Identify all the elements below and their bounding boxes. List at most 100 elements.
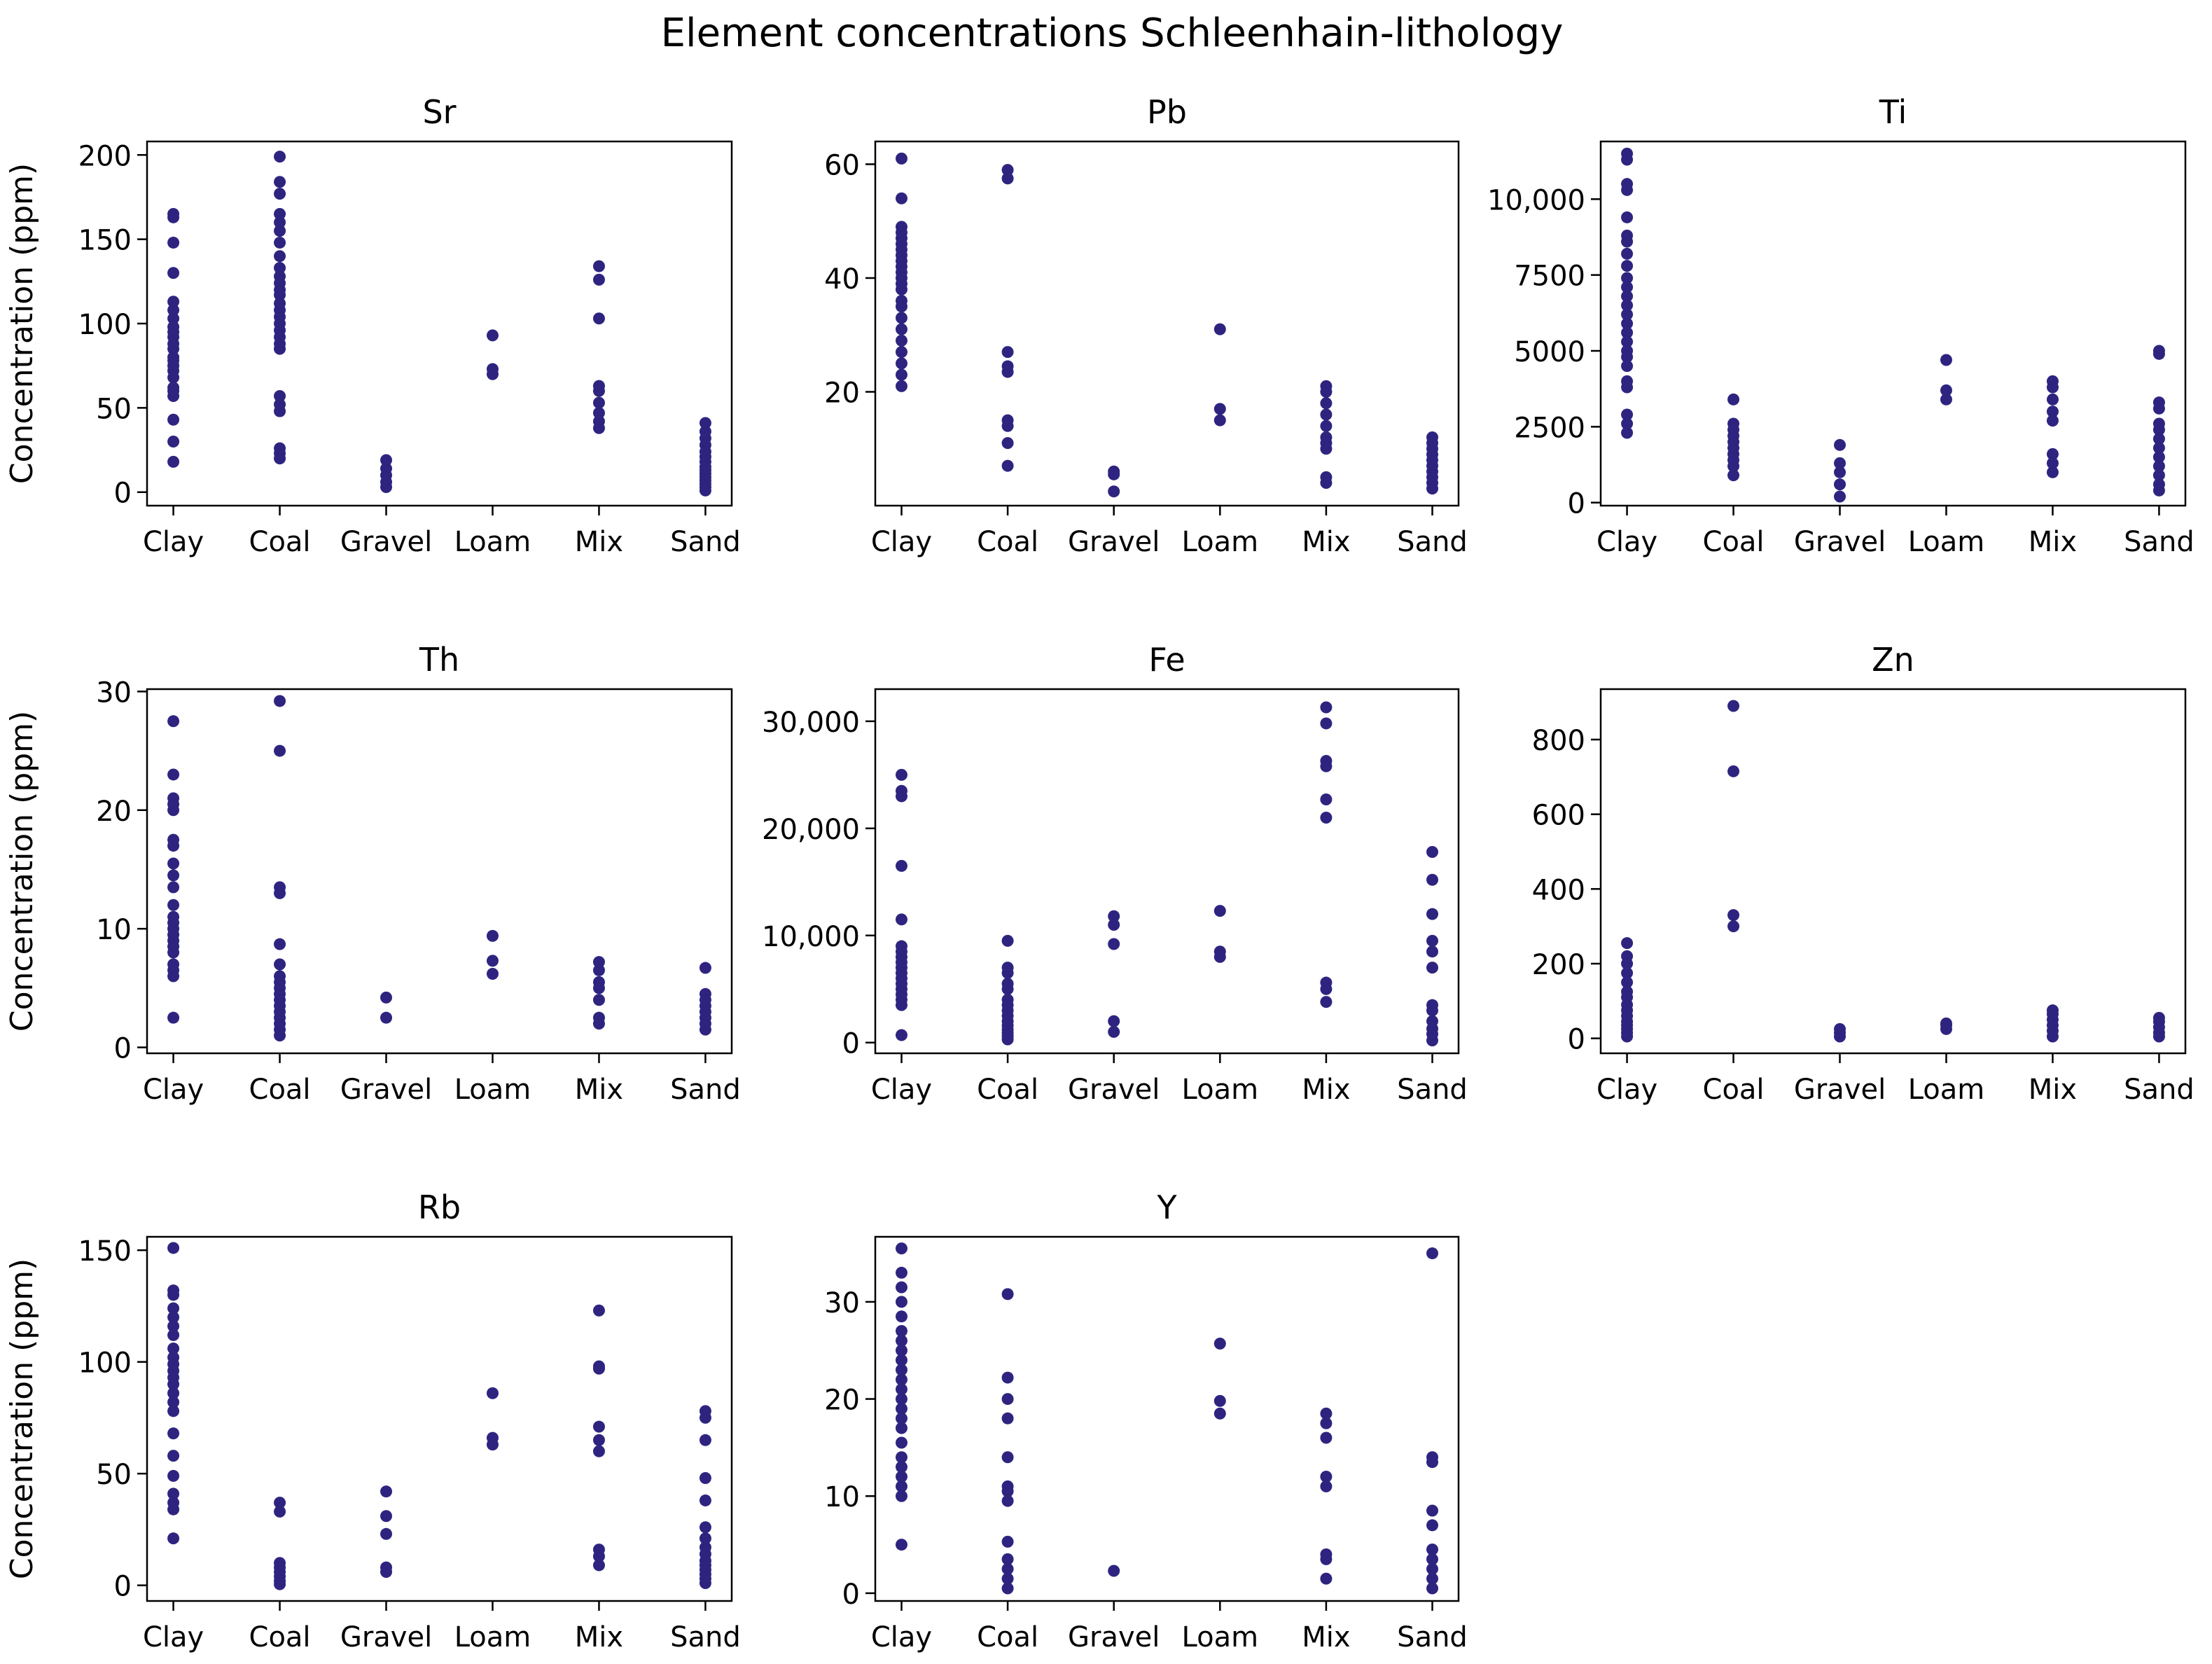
data-point-clay [167, 1343, 180, 1355]
subplot-y: Y 0 10 20 30 Clay Coal Gravel Loam Mix Sand [824, 1188, 1468, 1653]
data-point-clay [895, 1325, 907, 1338]
data-point-clay [167, 351, 180, 363]
x-tick-label-sand: Sand [670, 1621, 741, 1653]
x-tick-label-mix: Mix [1302, 526, 1350, 558]
data-point-sand [2152, 417, 2165, 430]
data-point-sand [1426, 1247, 1439, 1260]
data-point-coal [1001, 414, 1014, 427]
y-axis-label: Concentration (ppm) [4, 163, 40, 484]
data-point-loam [1940, 354, 1952, 366]
data-point-gravel [1108, 938, 1120, 950]
data-point-coal [1001, 1572, 1014, 1585]
data-point-mix [592, 380, 605, 392]
data-point-clay [895, 357, 907, 370]
data-point-clay [1621, 281, 1634, 293]
x-tick-label-gravel: Gravel [1068, 526, 1160, 558]
data-point-sand [699, 1472, 711, 1485]
data-point-clay [167, 1284, 180, 1297]
data-point-sand [2152, 1011, 2165, 1024]
data-point-gravel [380, 1011, 393, 1024]
y-tick-label: 200 [78, 140, 132, 172]
data-point-coal [274, 958, 286, 971]
data-point-mix [592, 1445, 605, 1457]
y-tick-label: 150 [78, 1235, 132, 1268]
axes-frame [874, 1235, 1460, 1602]
x-tick-label-clay: Clay [143, 1621, 204, 1653]
data-point-gravel [1834, 1022, 1846, 1035]
data-point-gravel [380, 462, 393, 475]
data-point-clay [1621, 247, 1634, 260]
data-point-sand [1426, 1451, 1439, 1464]
data-point-mix [592, 312, 605, 325]
data-point-coal [1727, 469, 1740, 482]
data-point-coal [1001, 437, 1014, 450]
data-point-clay [895, 1451, 907, 1464]
data-point-sand [699, 987, 711, 1000]
data-point-clay [1621, 290, 1634, 303]
data-point-sand [1426, 945, 1439, 958]
data-point-sand [2152, 478, 2165, 491]
y-tick-label: 400 [1532, 874, 1585, 906]
data-point-coal [1727, 700, 1740, 712]
y-tick-label: 10 [96, 914, 132, 946]
data-point-mix [1320, 420, 1333, 432]
x-tick-label-gravel: Gravel [340, 1621, 432, 1653]
y-tick-label: 0 [114, 1571, 132, 1603]
data-point-clay [1621, 147, 1634, 160]
data-point-mix [2046, 405, 2059, 418]
data-point-clay [895, 1029, 907, 1041]
data-point-loam [1213, 905, 1226, 917]
x-tick-label-sand: Sand [1397, 1621, 1468, 1653]
data-point-mix [1320, 754, 1333, 767]
data-point-clay [895, 334, 907, 347]
data-point-coal [274, 881, 286, 894]
data-point-coal [1001, 360, 1014, 373]
x-tick-label-loam: Loam [1182, 526, 1259, 558]
data-point-mix [592, 956, 605, 969]
data-point-clay [1621, 966, 1634, 979]
y-tick-label: 600 [1532, 800, 1585, 832]
y-tick-label: 150 [78, 225, 132, 257]
data-point-loam [1940, 393, 1952, 405]
data-point-sand [1426, 431, 1439, 443]
subplot-th: Th 0 10 20 30 Clay Coal Gravel Loam Mix Sand Concen… [4, 641, 741, 1106]
data-point-mix [1320, 471, 1333, 483]
data-point-clay [895, 1402, 907, 1415]
data-point-coal [1001, 1288, 1014, 1301]
data-point-clay [1621, 408, 1634, 421]
data-point-mix [1320, 1548, 1333, 1560]
data-point-gravel [1834, 438, 1846, 451]
data-point-coal [274, 1557, 286, 1569]
data-point-clay [895, 859, 907, 872]
x-tick-label-loam: Loam [454, 526, 531, 558]
data-point-clay [895, 1539, 907, 1551]
y-tick-label: 5000 [1514, 336, 1585, 368]
data-point-clay [167, 1450, 180, 1462]
data-point-coal [1001, 1495, 1014, 1507]
data-point-sand [1426, 1553, 1439, 1565]
y-tick-label: 20 [824, 377, 860, 410]
data-point-sand [2152, 396, 2165, 409]
data-point-coal [274, 216, 286, 229]
data-point-coal [1001, 1451, 1014, 1464]
data-point-loam [486, 968, 499, 980]
data-point-clay [895, 1422, 907, 1434]
data-point-clay [895, 1490, 907, 1502]
data-point-clay [1621, 417, 1634, 430]
data-point-sand [1426, 1519, 1439, 1532]
x-tick-label-coal: Coal [249, 1621, 311, 1653]
data-point-clay [167, 1497, 180, 1509]
data-point-mix [2046, 448, 2059, 460]
y-tick-label: 0 [114, 478, 132, 510]
data-point-mix [592, 396, 605, 409]
data-point-clay [167, 899, 180, 911]
data-point-mix [1320, 996, 1333, 1008]
data-point-loam [1213, 1407, 1226, 1420]
data-point-coal [1001, 962, 1014, 974]
data-point-sand [699, 417, 711, 429]
data-point-coal [1001, 1535, 1014, 1548]
data-point-clay [167, 768, 180, 781]
data-point-clay [895, 1373, 907, 1386]
data-point-mix [592, 1559, 605, 1572]
